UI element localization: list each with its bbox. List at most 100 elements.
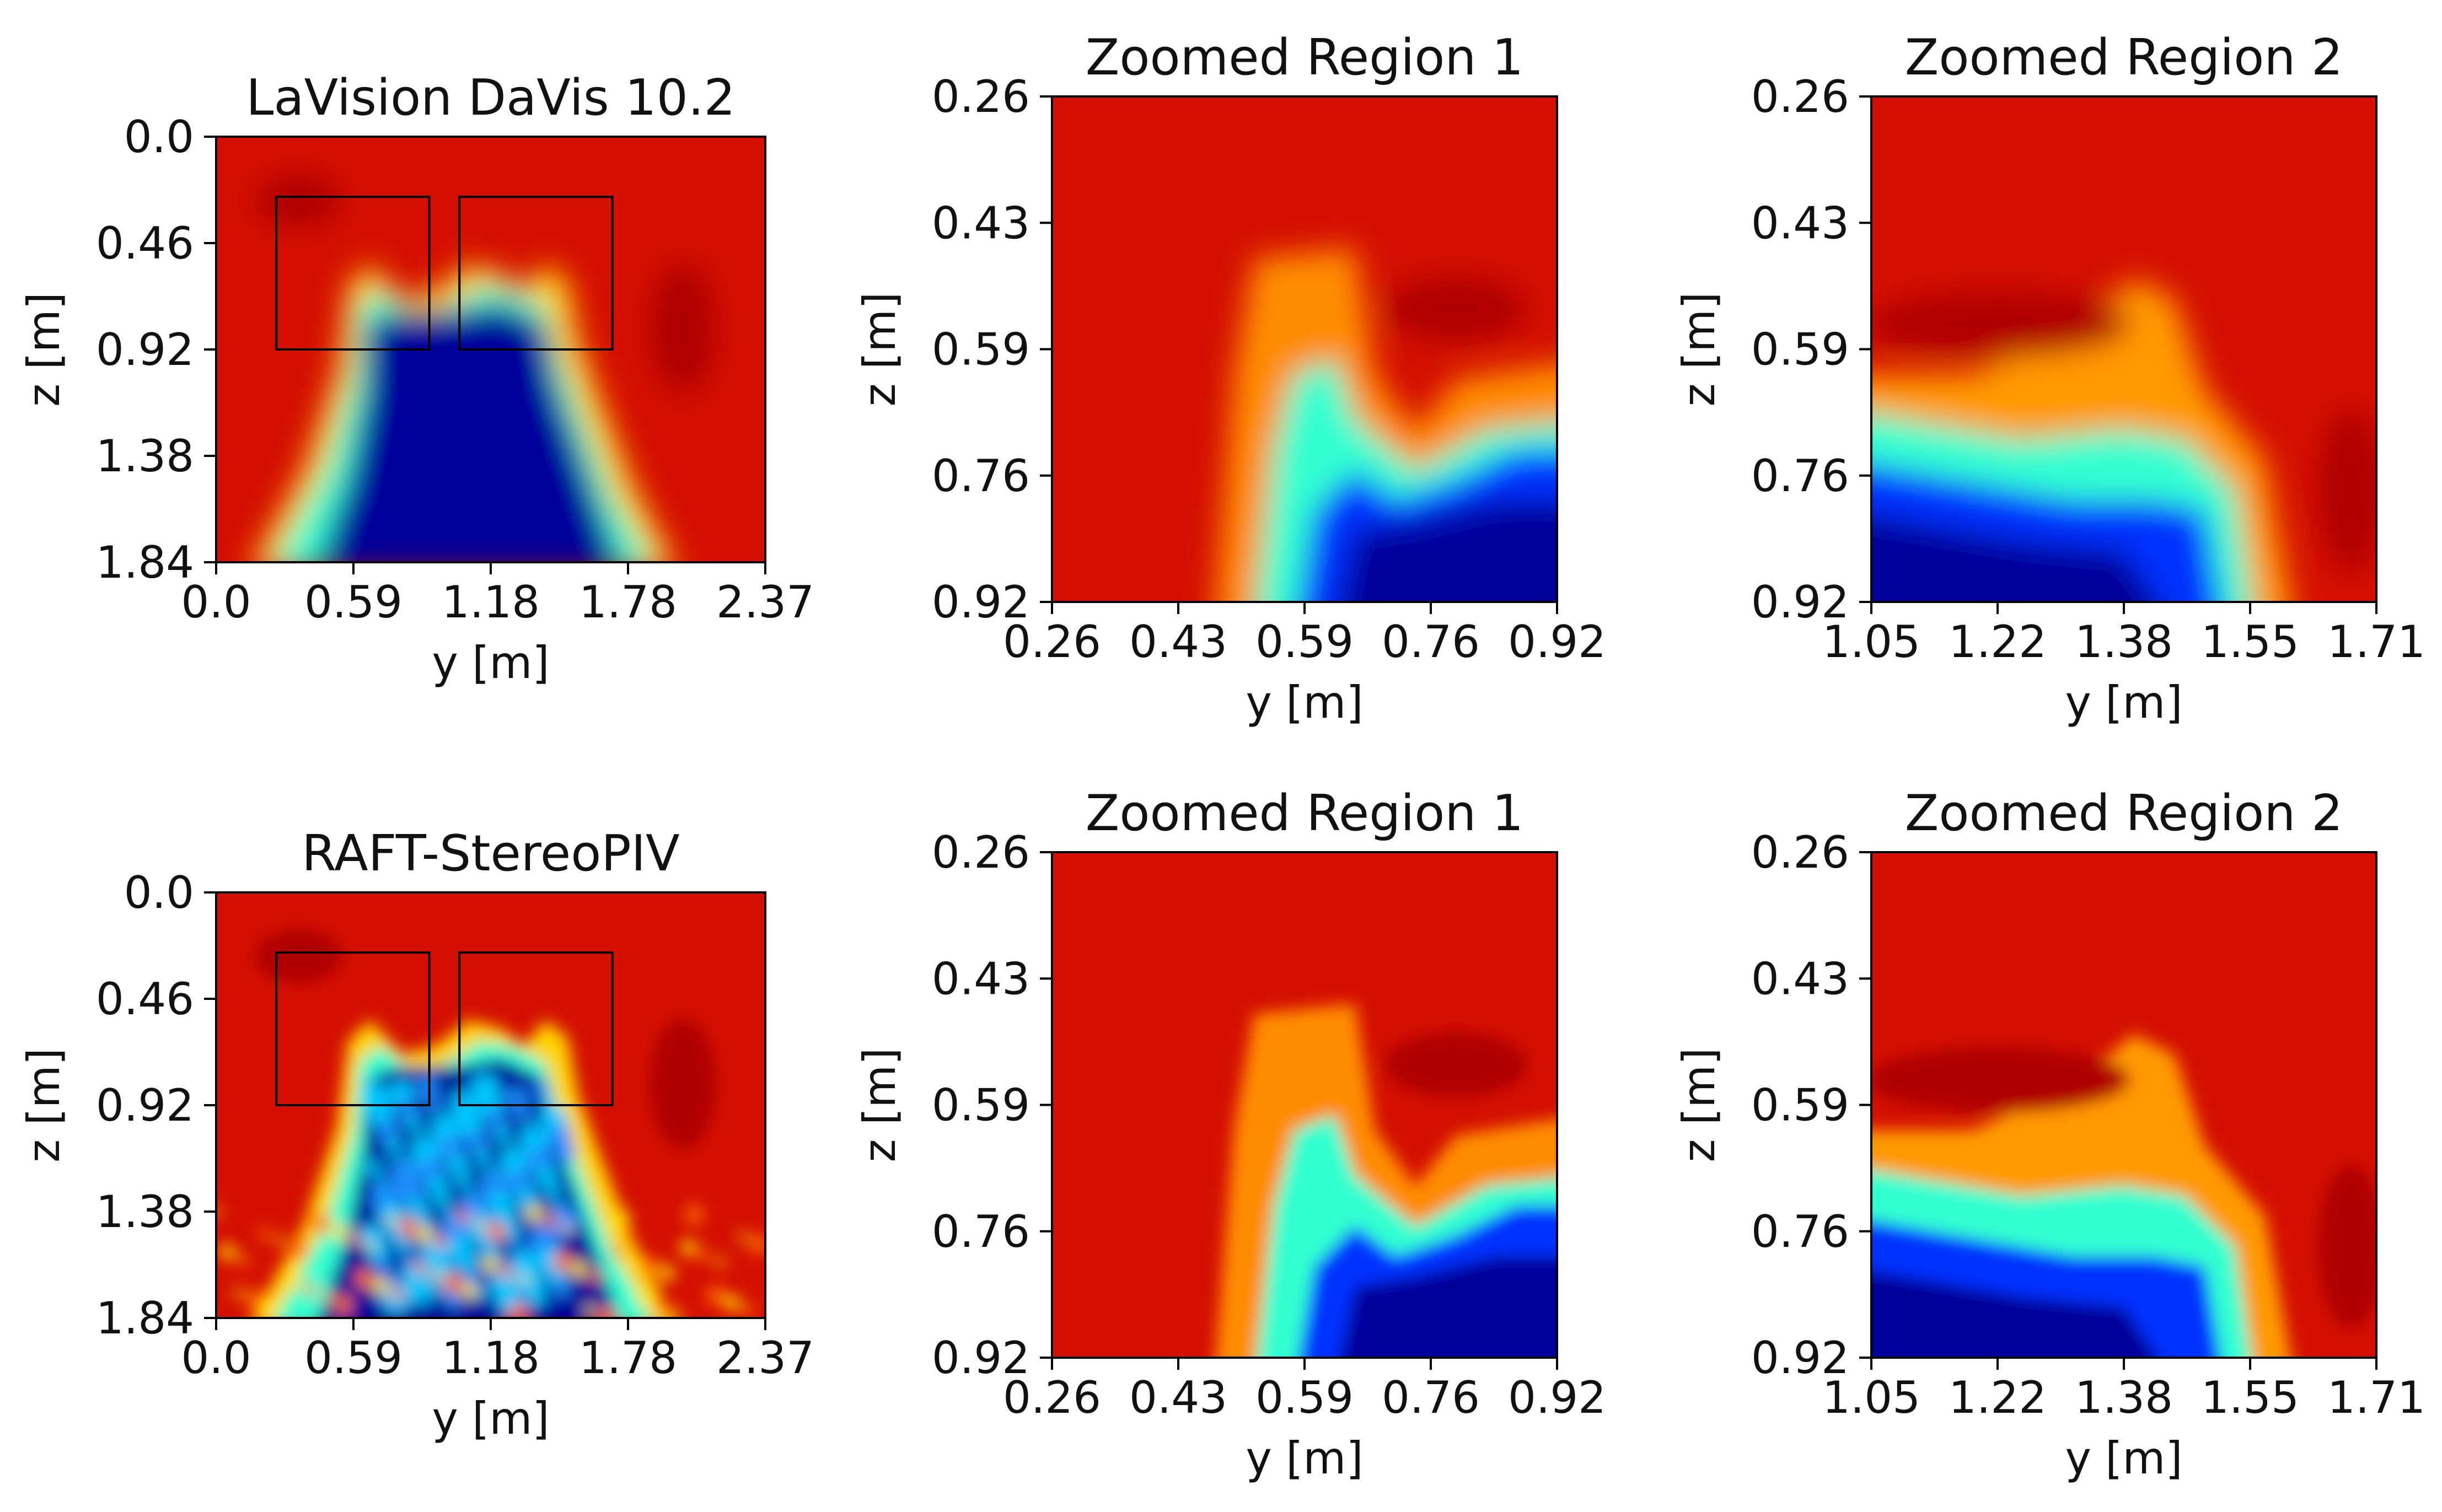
heatmap-cell (750, 1235, 765, 1254)
heatmap-structures (1215, 1004, 1557, 1358)
x-tick-label: 0.59 (304, 1332, 402, 1384)
heatmap-cell (486, 1109, 507, 1129)
y-tick-label: 0.26 (1751, 827, 1849, 878)
chart-title: Zoomed Region 2 (1905, 29, 2343, 87)
heatmap-cell (739, 1233, 748, 1242)
heatmap-cell (2318, 408, 2376, 574)
heatmap-cell (1384, 276, 1528, 342)
x-tick-label: 0.43 (1129, 616, 1227, 668)
heatmap-cell (219, 1244, 235, 1260)
heatmap-cell (385, 1138, 401, 1154)
y-axis-label: z [m] (18, 1048, 69, 1163)
y-tick-label: 1.84 (96, 1293, 194, 1344)
y-axis-label: z [m] (854, 1048, 905, 1163)
x-tick-label: 1.78 (579, 1332, 677, 1384)
heatmap-cell (554, 1282, 570, 1298)
heatmap-cell (311, 1214, 330, 1233)
heatmap-cell (552, 1252, 572, 1271)
y-tick-label: 1.84 (96, 537, 194, 588)
chart-title: LaVision DaVis 10.2 (246, 69, 735, 127)
y-axis-label: z [m] (854, 292, 905, 407)
heatmap-structures (216, 928, 765, 1318)
x-axis-label: y [m] (2065, 1433, 2182, 1484)
zoom-region-box-1 (275, 196, 431, 351)
x-tick-label: 0.26 (1003, 1372, 1101, 1423)
heatmap-cell (254, 928, 343, 984)
x-tick-label: 0.76 (1382, 616, 1480, 668)
heatmap-cell (1871, 290, 2130, 357)
heatmap-cell (233, 1288, 243, 1297)
heatmap-cell (508, 1303, 528, 1318)
heatmap-cell (1384, 1031, 1528, 1098)
heatmap-cell (457, 1253, 477, 1273)
y-tick-label: 0.92 (932, 1332, 1030, 1384)
heatmap-cell (640, 1256, 659, 1276)
x-tick-label: 2.37 (716, 577, 814, 628)
heatmap-cell (378, 1120, 398, 1140)
x-axis-label: y [m] (2065, 677, 2182, 728)
heatmap-cell (413, 1262, 426, 1274)
heatmap-cell (506, 1087, 527, 1107)
heatmap-cell (465, 1271, 481, 1287)
y-tick-label: 0.43 (1751, 197, 1849, 249)
heatmap-cell (724, 1295, 740, 1311)
heatmap-cell (329, 1223, 345, 1239)
heatmap-cell (548, 1124, 572, 1149)
heatmap-cell (483, 1257, 498, 1273)
heatmap-cell (673, 1309, 682, 1318)
heatmap-cell (1871, 1046, 2130, 1113)
heatmap-cell (717, 1258, 726, 1267)
heatmap-cell (431, 1271, 441, 1280)
x-tick-label: 0.0 (181, 577, 251, 628)
y-axis-label: z [m] (18, 292, 69, 407)
heatmap-cell (475, 1149, 491, 1165)
heatmap-cell (425, 1094, 441, 1110)
heatmap-cell (589, 1270, 602, 1283)
heatmap-cell (501, 1266, 513, 1279)
heatmap-cell (318, 303, 620, 562)
heatmap-cell (1340, 1256, 1557, 1358)
x-tick-label: 0.43 (1129, 1372, 1227, 1423)
heatmap-cell (387, 1215, 396, 1225)
x-tick-label: 0.26 (1003, 616, 1101, 668)
x-tick-label: 0.92 (1508, 1372, 1606, 1423)
x-axis-label: y [m] (432, 637, 549, 688)
heatmap-cell (455, 1171, 471, 1187)
heatmap-cell (355, 1269, 374, 1288)
heatmap-cell (237, 1253, 250, 1266)
heatmap-cell (391, 1287, 404, 1300)
heatmap-cell (1871, 515, 2158, 602)
x-tick-label: 1.18 (442, 577, 540, 628)
heatmap-cell (486, 1222, 506, 1241)
heatmap-cell (466, 1131, 487, 1152)
y-tick-label: 1.38 (96, 431, 194, 482)
heatmap-cell (535, 1164, 556, 1185)
heatmap-cell (417, 1076, 437, 1096)
heatmap-cell (366, 1160, 382, 1176)
y-tick-label: 0.76 (1751, 450, 1849, 502)
heatmap-cell (365, 1241, 374, 1250)
heatmap-field (1052, 96, 1557, 602)
heatmap-cell (443, 1273, 462, 1293)
heatmap-cell (597, 1307, 616, 1318)
heatmap-structures (1871, 278, 2376, 602)
heatmap-cell (321, 1292, 331, 1301)
heatmap-cell (611, 1245, 624, 1257)
heatmap-cell (502, 1144, 514, 1156)
heatmap-cell (1340, 501, 1557, 602)
heatmap-cell (445, 1293, 461, 1309)
y-tick-label: 0.0 (124, 111, 194, 163)
heatmap-cell (519, 1275, 528, 1284)
heatmap-cell (534, 1083, 550, 1099)
x-tick-label: 1.55 (2201, 1372, 2299, 1423)
heatmap-cell (563, 1224, 572, 1233)
x-tick-label: 1.38 (2075, 616, 2173, 668)
y-tick-label: 0.59 (932, 324, 1030, 375)
heatmap-cell (395, 1237, 411, 1253)
heatmap-cell (516, 1187, 536, 1207)
heatmap-field (1871, 852, 2376, 1358)
heatmap-cell (254, 173, 343, 228)
heatmap-cell (518, 1268, 543, 1293)
y-tick-label: 0.26 (1751, 71, 1849, 122)
x-tick-label: 1.22 (1949, 616, 2047, 668)
